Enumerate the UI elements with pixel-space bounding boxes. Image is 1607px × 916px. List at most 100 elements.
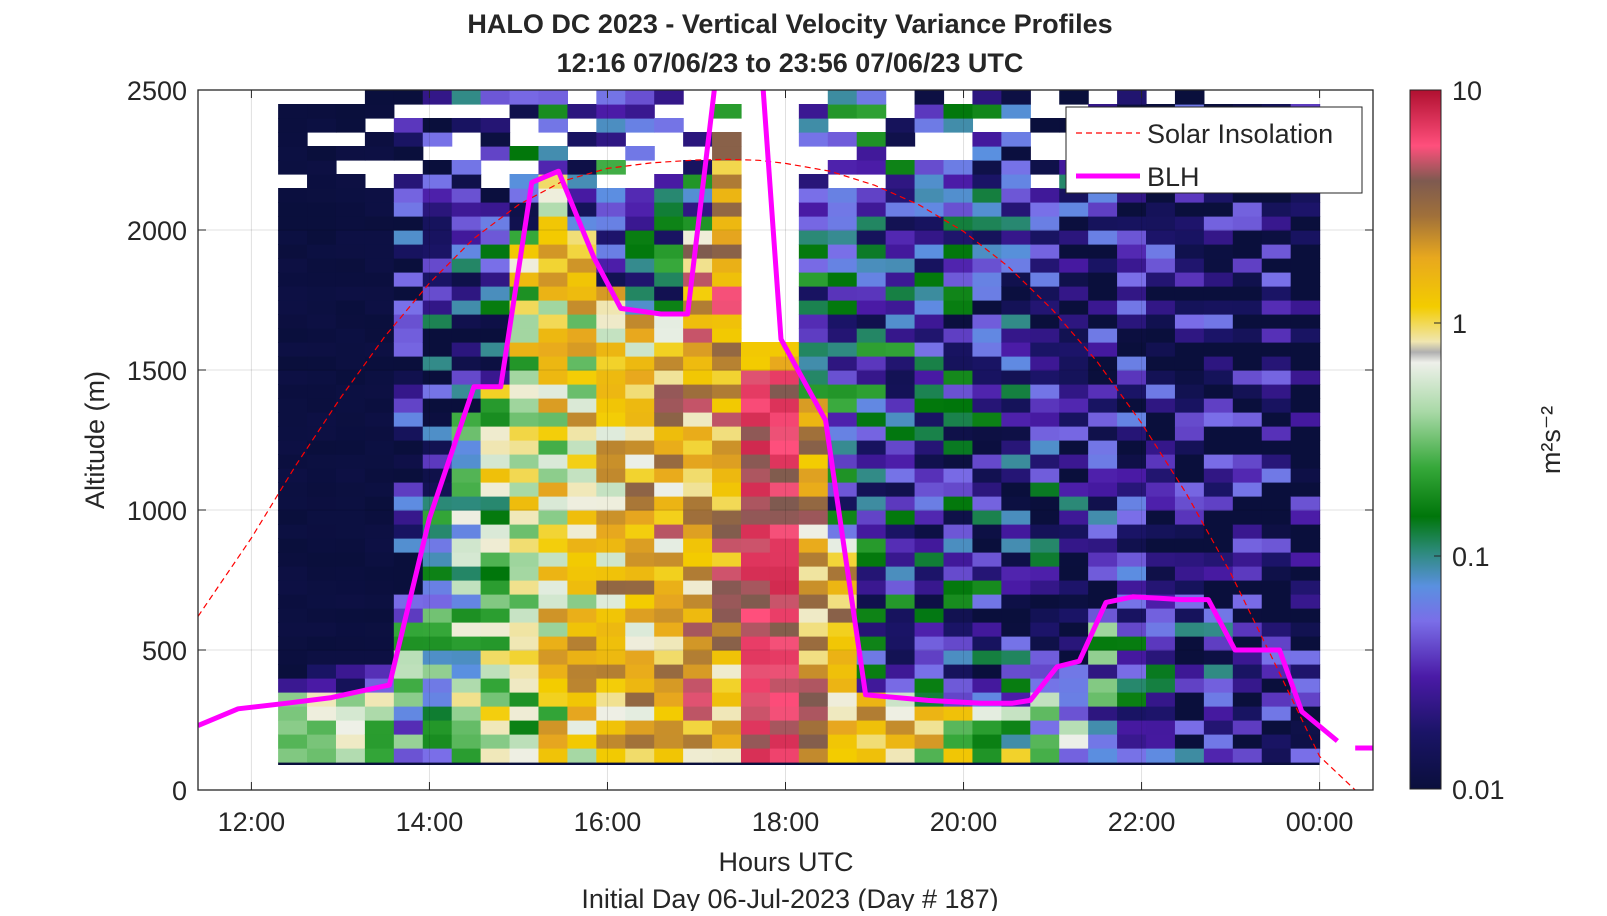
heatmap-cell [364, 356, 395, 371]
heatmap-cell [625, 720, 655, 735]
heatmap-cell [538, 692, 569, 707]
heatmap-cell [509, 202, 540, 217]
heatmap-cell [712, 510, 742, 525]
heatmap-cell [856, 342, 887, 357]
heatmap-cell [943, 748, 974, 763]
heatmap-cell [538, 650, 569, 665]
heatmap-cell [1001, 356, 1031, 371]
heatmap-cell [278, 146, 308, 161]
heatmap-cell [335, 258, 366, 273]
chart-title: HALO DC 2023 - Vertical Velocity Varianc… [467, 9, 1112, 39]
heatmap-cell [567, 720, 597, 735]
heatmap-cell [625, 594, 655, 609]
heatmap-cell [1001, 678, 1031, 693]
heatmap-cell [422, 216, 453, 231]
heatmap-cell [1146, 748, 1176, 763]
heatmap-cell [827, 384, 858, 399]
heatmap-cell [393, 552, 424, 567]
heatmap-cell [1261, 244, 1292, 259]
heatmap-cell [538, 300, 569, 315]
heatmap-cell [885, 566, 916, 581]
heatmap-cell [278, 538, 308, 553]
heatmap-cell [1290, 342, 1321, 357]
heatmap-cell [856, 496, 887, 511]
heatmap-cell [1203, 328, 1234, 343]
heatmap-cell [307, 566, 337, 581]
heatmap-cell [509, 398, 540, 413]
heatmap-cell [1174, 650, 1205, 665]
heatmap-cell [712, 258, 742, 273]
heatmap-cell [972, 734, 1002, 749]
heatmap-cell [538, 468, 569, 483]
x-tick-label: 00:00 [1286, 807, 1354, 837]
heatmap-cell [335, 594, 366, 609]
heatmap-cell [538, 440, 569, 455]
heatmap-cell [972, 636, 1002, 651]
heatmap-cell [683, 566, 713, 581]
heatmap-cell [769, 524, 800, 539]
heatmap-cell [712, 328, 742, 343]
heatmap-cell [1174, 258, 1205, 273]
heatmap-cell [1290, 454, 1321, 469]
heatmap-cell [1001, 300, 1031, 315]
heatmap-cell [509, 384, 540, 399]
heatmap-cell [278, 328, 308, 343]
heatmap-cell [885, 300, 916, 315]
heatmap-cell [885, 258, 916, 273]
heatmap-cell [1117, 216, 1147, 231]
heatmap-cell [451, 370, 482, 385]
heatmap-cell [480, 440, 511, 455]
heatmap-cell [625, 650, 655, 665]
heatmap-cell [1232, 650, 1263, 665]
heatmap-cell [538, 706, 569, 721]
heatmap-cell [278, 496, 308, 511]
heatmap-cell [451, 496, 482, 511]
heatmap-cell [596, 706, 626, 721]
heatmap-cell [1059, 216, 1089, 231]
heatmap-cell [1088, 300, 1118, 315]
heatmap-cell [1174, 230, 1205, 245]
heatmap-cell [335, 202, 366, 217]
y-tick-label: 500 [142, 636, 187, 666]
heatmap-cell [307, 538, 337, 553]
heatmap-cell [1030, 538, 1060, 553]
heatmap-cell [740, 342, 771, 357]
heatmap-cell [1232, 342, 1263, 357]
heatmap-cell [1290, 412, 1321, 427]
heatmap-cell [914, 202, 945, 217]
heatmap-cell [1203, 468, 1234, 483]
heatmap-cell [335, 748, 366, 763]
heatmap-cell [1059, 468, 1089, 483]
heatmap-cell [538, 258, 569, 273]
heatmap-cell [1030, 748, 1060, 763]
heatmap-cell [1146, 720, 1176, 735]
heatmap-cell [1059, 286, 1089, 301]
heatmap-cell [480, 510, 511, 525]
heatmap-cell [1088, 720, 1118, 735]
heatmap-cell [307, 510, 337, 525]
heatmap-cell [1261, 356, 1292, 371]
heatmap-cell [480, 622, 511, 637]
heatmap-cell [1261, 258, 1292, 273]
heatmap-cell [567, 580, 597, 595]
heatmap-cell [1261, 202, 1292, 217]
heatmap-cell [1290, 468, 1321, 483]
heatmap-cell [278, 468, 308, 483]
heatmap-cell [451, 748, 482, 763]
heatmap-cell [1001, 90, 1031, 105]
heatmap-cell [798, 566, 829, 581]
heatmap-cell [856, 244, 887, 259]
heatmap-cell [364, 90, 395, 105]
heatmap-cell [1088, 566, 1118, 581]
heatmap-cell [509, 300, 540, 315]
heatmap-cell [480, 594, 511, 609]
heatmap-cell [943, 650, 974, 665]
heatmap-cell [885, 608, 916, 623]
heatmap-cell [972, 440, 1002, 455]
heatmap-cell [509, 664, 540, 679]
heatmap-cell [451, 216, 482, 231]
heatmap-cell [451, 244, 482, 259]
heatmap-cell [1232, 580, 1263, 595]
heatmap-cell [914, 510, 945, 525]
heatmap-cell [827, 622, 858, 637]
